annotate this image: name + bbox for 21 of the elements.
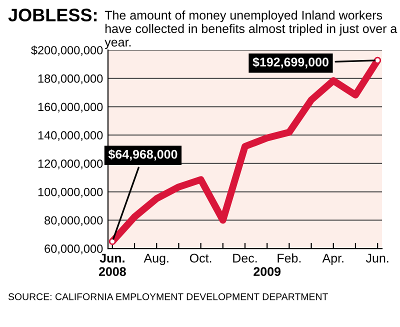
chart-subtitle: The amount of money unemployed Inland workers have collected in benefits almost tripled in just over a year.	[104, 10, 398, 50]
data-label: $64,968,000	[108, 149, 178, 161]
x-tick-label: Jun.	[366, 254, 388, 263]
x-tick-label: 2009	[254, 267, 281, 276]
y-tick-label: 120,000,000	[38, 159, 103, 170]
x-tick-label: Apr.	[322, 254, 344, 266]
y-tick-label: 80,000,000	[44, 216, 103, 226]
x-tick-label: Aug.	[144, 254, 168, 266]
source-note: SOURCE: CALIFORNIA EMPLOYMENT DEVELOPMENT DEPARTMENT	[8, 293, 328, 300]
y-tick-label: $200,000,000	[31, 46, 103, 56]
x-tick-label: Jun. 2008	[98, 254, 126, 276]
data-label: $192,699,000	[252, 57, 328, 68]
x-tick-label: Dec.	[233, 254, 257, 263]
y-tick-label: 60,000,000	[44, 244, 103, 254]
y-tick-label: 180,000,000	[38, 74, 103, 84]
chart-title: JOBLESS:	[8, 8, 97, 22]
x-tick-label: Oct.	[190, 254, 212, 263]
y-tick-label: 140,000,000	[38, 131, 103, 141]
x-tick-label: Feb.	[278, 253, 301, 263]
y-tick-label: 100,000,000	[38, 188, 103, 198]
y-tick-label: 160,000,000	[38, 102, 103, 113]
